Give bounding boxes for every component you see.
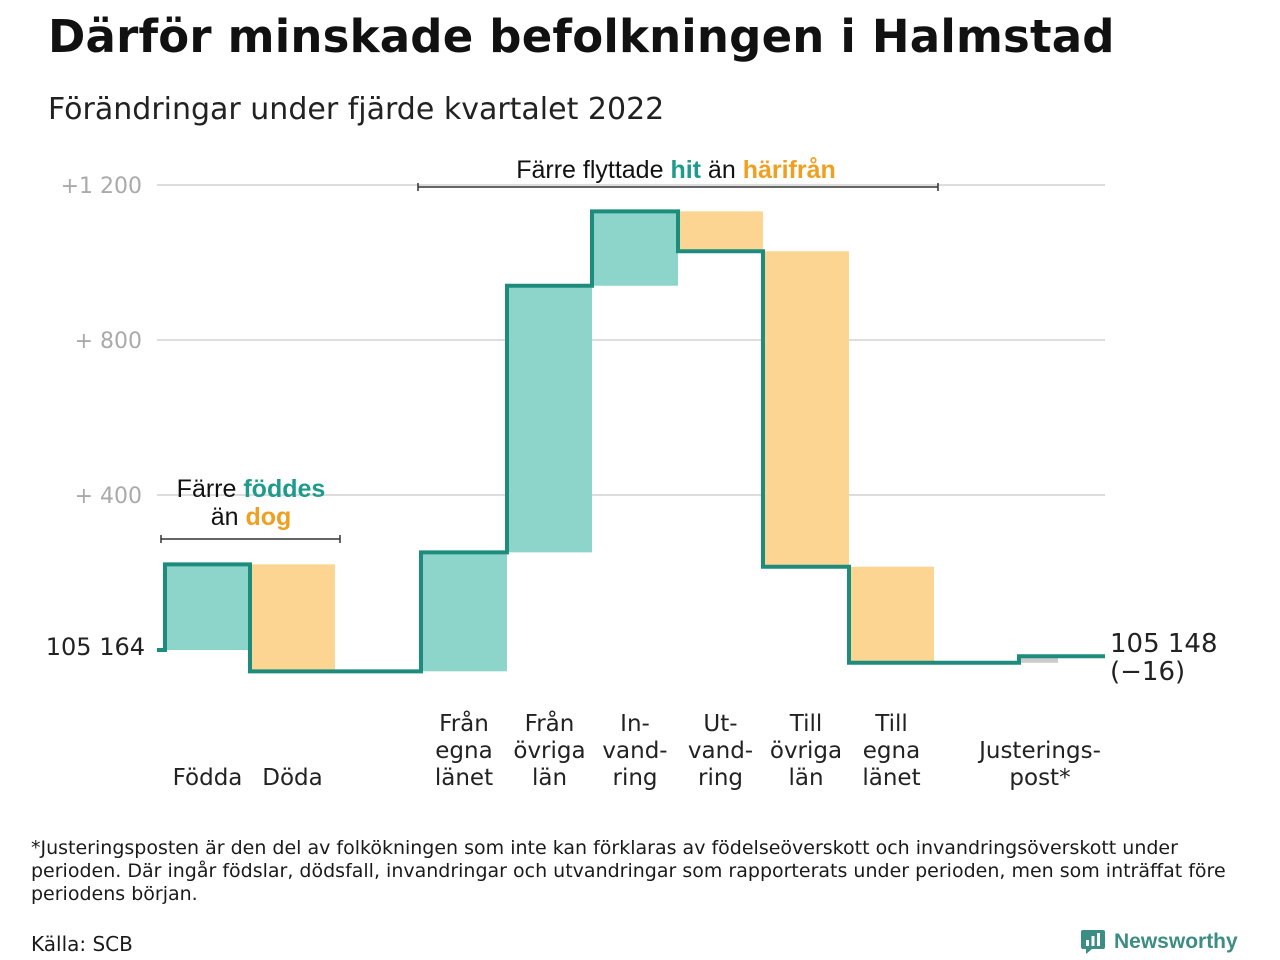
annotation-highlight-in: hit (670, 156, 701, 184)
annotation-text: än (701, 156, 743, 184)
footnote: *Justeringsposten är den del av folkökni… (31, 837, 1226, 905)
category-label: länet (862, 765, 920, 791)
bar-fran-egna-lanet (421, 552, 507, 672)
annotation-migration: Färre flyttade hit än härifrån (516, 156, 836, 184)
annotation-highlight-births: föddes (243, 475, 325, 503)
category-label: övriga (770, 738, 842, 764)
bar-fodda (165, 564, 250, 650)
chart-title: Därför minskade befolkningen i Halmstad (48, 10, 1115, 63)
category-label: In- (620, 711, 650, 737)
annotation-text: än (211, 503, 246, 531)
brand-logo[interactable]: Newsworthy (1080, 928, 1238, 956)
category-label: egna (863, 738, 920, 764)
category-label: ring (698, 765, 743, 791)
category-label: egna (435, 738, 492, 764)
category-label: övriga (513, 738, 585, 764)
annotation-highlight-out: härifrån (743, 156, 836, 184)
category-label: vand- (688, 738, 753, 764)
source-label: Källa: SCB (31, 932, 133, 956)
annotation-text: Färre (177, 475, 244, 503)
newsworthy-icon (1081, 930, 1105, 954)
bar-doda (250, 564, 335, 672)
bar-till-ovriga-lan (763, 251, 849, 567)
y-tick-label: + 400 (75, 484, 142, 509)
category-label: Från (439, 709, 489, 737)
category-label: Till (789, 711, 823, 737)
bar-fran-ovriga-lan (507, 285, 592, 553)
category-label: länet (435, 765, 493, 791)
y-tick-label: + 800 (75, 329, 142, 354)
category-label: post* (1009, 765, 1070, 791)
category-label: län (788, 765, 823, 791)
category-label: Från (525, 709, 575, 737)
step-line (157, 209, 1105, 674)
end-change-label: (−16) (1110, 657, 1185, 687)
category-label: vand- (602, 738, 667, 764)
category-label: Döda (262, 765, 322, 791)
bar-utvandring (678, 211, 763, 252)
category-label: Till (874, 711, 908, 737)
bar-till-egna-lanet (849, 566, 934, 663)
y-tick-label: +1 200 (61, 174, 142, 199)
chart-subtitle: Förändringar under fjärde kvartalet 2022 (48, 92, 665, 127)
category-label: län (532, 765, 567, 791)
category-label: Födda (173, 765, 243, 791)
end-value-label: 105 148 (1110, 629, 1218, 659)
annotation-births-line2: än dog (211, 503, 292, 531)
annotation-text: Färre flyttade (516, 156, 670, 184)
brand-name: Newsworthy (1114, 930, 1238, 953)
annotation-births-line1: Färre föddes (177, 475, 326, 503)
bar-invandring (592, 211, 678, 286)
waterfall-chart: +1 200 + 800 + 400 105 164 105 148(−16) Födda… (46, 156, 1218, 791)
annotation-highlight-deaths: dog (245, 503, 291, 531)
start-value-label: 105 164 (46, 633, 145, 661)
category-label: Ut- (703, 711, 737, 737)
category-label: Justerings- (977, 738, 1101, 764)
bar-justeringspost (1019, 656, 1058, 663)
category-label: ring (612, 765, 657, 791)
